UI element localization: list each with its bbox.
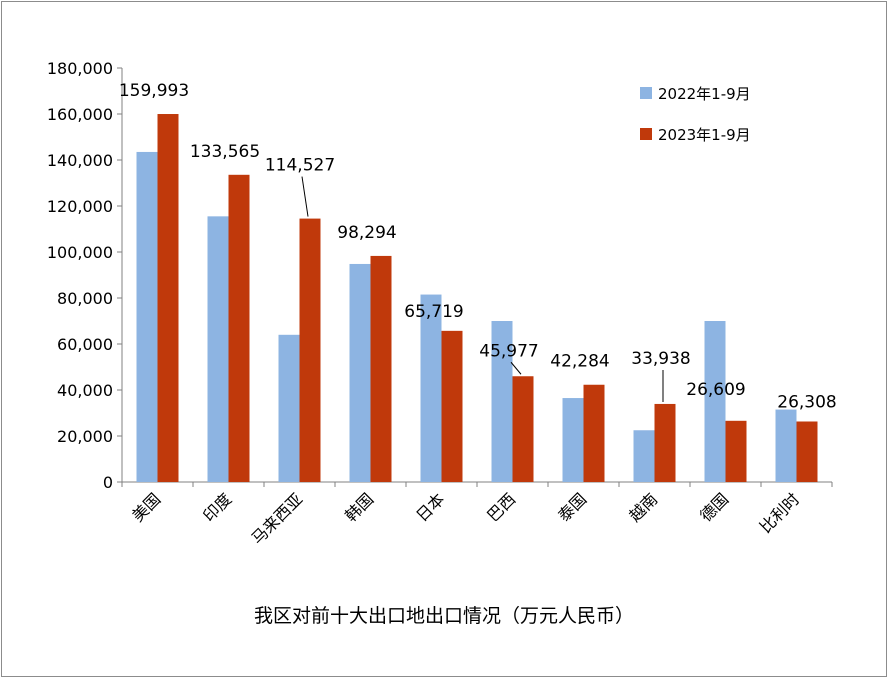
leader-line (301, 176, 309, 217)
bar-2023 (796, 421, 818, 482)
x-tick-label: 越南 (625, 489, 661, 525)
legend-swatch (640, 128, 652, 140)
bar-2023 (583, 384, 605, 482)
y-tick-label: 60,000 (57, 335, 113, 354)
bar-2022 (775, 409, 797, 482)
bar-2023 (370, 255, 392, 482)
x-tick-label: 日本 (412, 489, 448, 525)
x-tick-label: 美国 (128, 489, 164, 525)
data-label: 65,719 (404, 302, 463, 322)
y-tick-label: 140,000 (47, 151, 113, 170)
bar-2023 (157, 114, 179, 482)
x-tick-label: 比利时 (756, 489, 803, 536)
bar-2023 (228, 174, 250, 482)
bar-2022 (207, 216, 229, 482)
x-tick-label: 印度 (199, 489, 235, 525)
x-tick-label: 泰国 (554, 489, 590, 525)
y-tick-label: 100,000 (47, 243, 113, 262)
data-label: 114,527 (265, 156, 335, 176)
y-tick-label: 80,000 (57, 289, 113, 308)
x-tick-label: 马来西亚 (248, 489, 307, 548)
chart-title: 我区对前十大出口地出口情况（万元人民币） (254, 605, 634, 627)
bar-2022 (278, 334, 300, 482)
data-label: 42,284 (550, 352, 609, 372)
y-tick-label: 160,000 (47, 105, 113, 124)
y-tick-label: 20,000 (57, 427, 113, 446)
legend-label: 2022年1-9月 (658, 85, 751, 103)
leader-line (510, 361, 522, 375)
y-tick-label: 180,000 (47, 59, 113, 78)
legend-swatch (640, 87, 652, 99)
data-label: 33,938 (631, 349, 690, 369)
x-tick-label: 巴西 (483, 489, 519, 525)
data-label: 45,977 (479, 341, 538, 361)
x-axis: 美国 印度 马来西亚 韩国 日本 巴西 泰国 越南 德国 比利时 (121, 481, 833, 548)
x-tick-label: 德国 (696, 489, 732, 525)
bars (136, 114, 818, 483)
legend: 2022年1-9月 2023年1-9月 (640, 85, 751, 144)
bar-2023 (725, 420, 747, 482)
bar-2023 (299, 218, 321, 483)
x-tick-label: 韩国 (341, 489, 377, 525)
bar-2023 (512, 376, 534, 482)
bar-2022 (704, 321, 726, 482)
bar-2022 (491, 321, 513, 482)
bar-2022 (420, 294, 442, 482)
bar-2023 (441, 330, 463, 482)
bar-2022 (633, 430, 655, 482)
legend-label: 2023年1-9月 (658, 126, 751, 144)
data-label: 159,993 (119, 81, 189, 101)
bar-2022 (136, 151, 158, 482)
data-label: 98,294 (337, 223, 396, 243)
y-tick-label: 120,000 (47, 197, 113, 216)
y-axis: 0 20,000 40,000 60,000 80,000 100,000 120,000 1… (47, 59, 123, 492)
y-tick-label: 40,000 (57, 381, 113, 400)
y-tick-label: 0 (103, 473, 113, 492)
bar-2022 (349, 263, 371, 482)
data-label: 133,565 (190, 142, 260, 162)
data-label: 26,609 (686, 380, 745, 400)
data-label: 26,308 (777, 392, 836, 412)
bar-2022 (562, 398, 584, 482)
bar-2023 (654, 403, 676, 482)
